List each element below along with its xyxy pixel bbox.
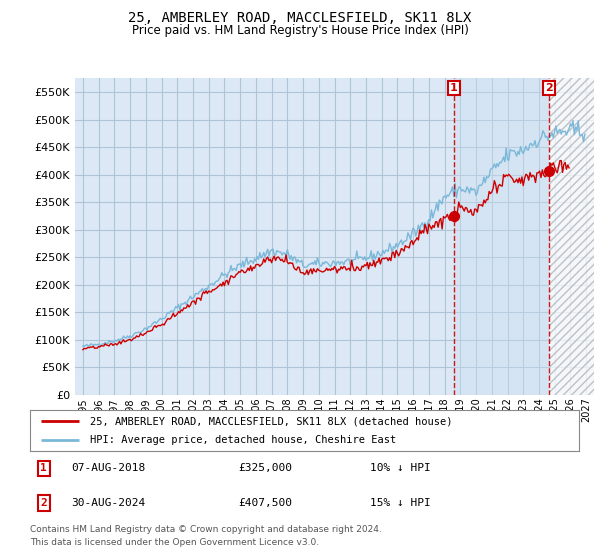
Text: 2: 2 <box>40 498 47 508</box>
Text: £407,500: £407,500 <box>239 498 293 508</box>
Text: 25, AMBERLEY ROAD, MACCLESFIELD, SK11 8LX: 25, AMBERLEY ROAD, MACCLESFIELD, SK11 8L… <box>128 11 472 25</box>
Text: £325,000: £325,000 <box>239 464 293 473</box>
Text: HPI: Average price, detached house, Cheshire East: HPI: Average price, detached house, Ches… <box>91 435 397 445</box>
Text: 1: 1 <box>450 83 458 93</box>
Text: 07-AUG-2018: 07-AUG-2018 <box>71 464 145 473</box>
Text: 1: 1 <box>40 464 47 473</box>
Bar <box>549 78 594 395</box>
Text: 30-AUG-2024: 30-AUG-2024 <box>71 498 145 508</box>
Bar <box>454 78 549 395</box>
Text: 25, AMBERLEY ROAD, MACCLESFIELD, SK11 8LX (detached house): 25, AMBERLEY ROAD, MACCLESFIELD, SK11 8L… <box>91 417 453 426</box>
Text: This data is licensed under the Open Government Licence v3.0.: This data is licensed under the Open Gov… <box>30 538 319 547</box>
Text: Price paid vs. HM Land Registry's House Price Index (HPI): Price paid vs. HM Land Registry's House … <box>131 24 469 36</box>
Text: 15% ↓ HPI: 15% ↓ HPI <box>370 498 431 508</box>
Text: Contains HM Land Registry data © Crown copyright and database right 2024.: Contains HM Land Registry data © Crown c… <box>30 525 382 534</box>
Text: 10% ↓ HPI: 10% ↓ HPI <box>370 464 431 473</box>
Text: 2: 2 <box>545 83 553 93</box>
